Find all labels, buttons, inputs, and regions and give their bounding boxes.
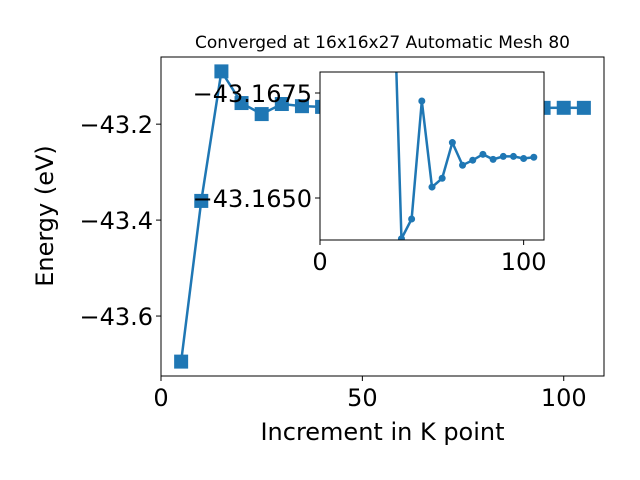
- x-tick-label: 50: [347, 384, 378, 412]
- y-tick-label: −43.6: [79, 303, 153, 331]
- axes-frame: [160, 56, 605, 377]
- marker: [469, 156, 477, 164]
- marker: [418, 97, 426, 105]
- marker: [194, 193, 209, 208]
- marker: [520, 155, 528, 163]
- x-tick-label: 0: [153, 384, 168, 412]
- marker: [174, 354, 189, 369]
- marker: [234, 96, 249, 111]
- marker: [294, 99, 309, 114]
- marker: [397, 235, 405, 240]
- marker: [530, 153, 538, 161]
- marker: [489, 155, 497, 163]
- marker: [459, 161, 467, 169]
- x-axis-label: Increment in K point: [260, 418, 504, 446]
- marker: [274, 97, 289, 112]
- marker: [576, 100, 591, 115]
- plot-area: [395, 72, 538, 240]
- marker: [438, 174, 446, 182]
- marker: [556, 100, 571, 115]
- marker: [499, 152, 507, 160]
- y-tick-label: −43.1650: [193, 185, 312, 213]
- axes-frame: [319, 71, 545, 241]
- chart-title: Converged at 16x16x27 Automatic Mesh 80: [195, 33, 570, 53]
- marker: [448, 139, 456, 147]
- y-tick-label: −43.2: [79, 111, 153, 139]
- y-tick-label: −43.4: [79, 207, 153, 235]
- y-tick-label: −43.1675: [193, 80, 312, 108]
- marker: [428, 183, 436, 191]
- x-tick-label: 0: [312, 248, 327, 276]
- marker: [254, 107, 269, 122]
- marker: [479, 150, 487, 158]
- marker: [509, 152, 517, 160]
- marker: [214, 64, 229, 79]
- x-tick-label: 100: [501, 248, 547, 276]
- y-axis-label: Energy (eV): [31, 145, 59, 287]
- x-tick-label: 100: [541, 384, 587, 412]
- marker: [408, 215, 416, 223]
